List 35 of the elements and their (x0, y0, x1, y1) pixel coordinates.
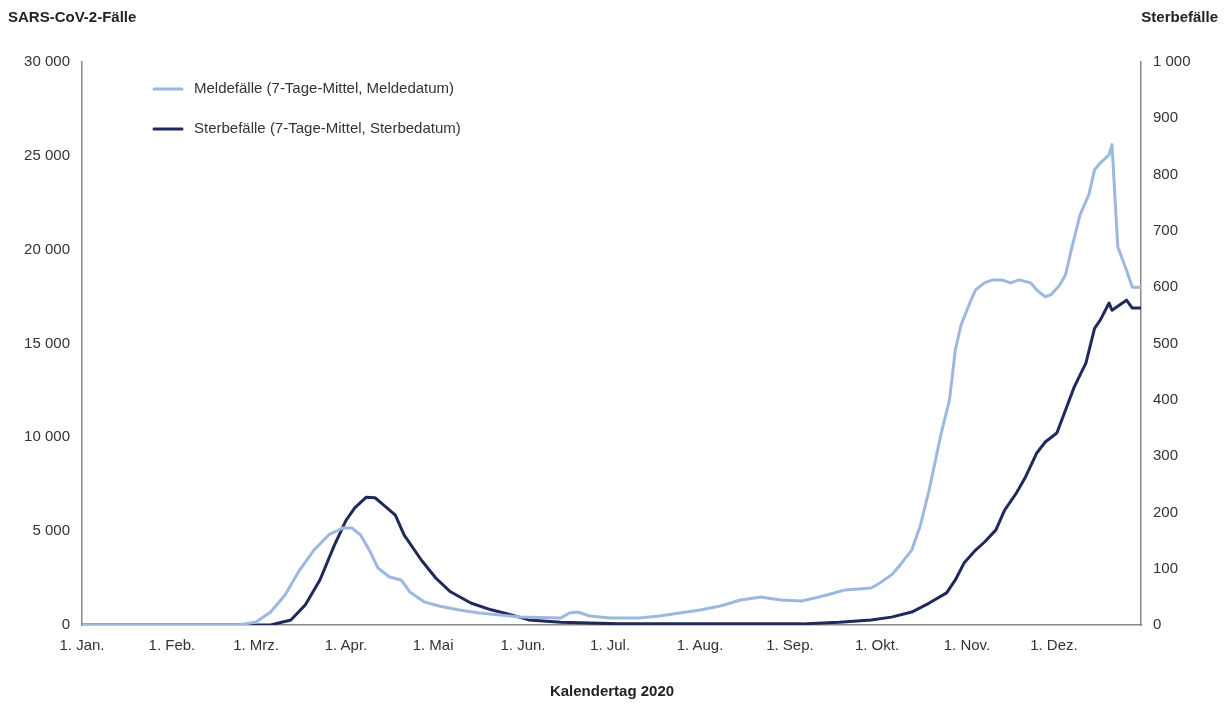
x-tick-label: 1. Apr. (324, 636, 368, 654)
x-tick-label: 1. Jun. (500, 636, 546, 654)
y2-tick-label: 800 (1153, 164, 1179, 182)
x-tick-label: 1. Feb. (148, 636, 196, 654)
y-axis-title: SARS-CoV-2-Fälle (8, 8, 137, 25)
y-tick-label: 5 000 (32, 521, 70, 539)
y-tick-label: 15 000 (24, 333, 70, 351)
y2-tick-label: 500 (1153, 333, 1179, 351)
legend-label: Meldefälle (7-Tage-Mittel, Meldedatum) (194, 79, 455, 97)
y2-axis-title: Sterbefälle (1141, 8, 1218, 25)
legend-label: Sterbefälle (7-Tage-Mittel, Sterbedatum) (194, 119, 461, 137)
x-tick-label: 1. Nov. (943, 636, 991, 654)
y2-tick-label: 0 (1153, 615, 1162, 633)
x-tick-label: 1. Sep. (766, 636, 814, 654)
y-tick-label: 0 (61, 615, 70, 633)
y-tick-label: 20 000 (24, 239, 70, 257)
y2-tick-label: 300 (1153, 446, 1179, 464)
y2-tick-label: 100 (1153, 558, 1179, 576)
y2-tick-label: 1 000 (1153, 52, 1191, 70)
x-tick-label: 1. Jul. (590, 636, 631, 654)
y-tick-label: 25 000 (24, 145, 70, 163)
y2-tick-label: 600 (1153, 277, 1179, 295)
x-axis-title: Kalendertag 2020 (548, 682, 676, 699)
y2-tick-label: 900 (1153, 108, 1179, 126)
x-tick-label: 1. Mai (412, 636, 454, 654)
y-tick-label: 10 000 (24, 427, 70, 445)
x-tick-label: 1. Jan. (59, 636, 105, 654)
y2-tick-label: 400 (1153, 389, 1179, 407)
y2-tick-label: 700 (1153, 221, 1179, 239)
x-tick-label: 1. Dez. (1030, 636, 1078, 654)
y2-tick-label: 200 (1153, 502, 1179, 520)
x-tick-label: 1. Aug. (676, 636, 724, 654)
x-tick-label: 1. Okt. (854, 636, 900, 654)
y-tick-label: 30 000 (24, 52, 70, 70)
x-tick-label: 1. Mrz. (233, 636, 279, 654)
